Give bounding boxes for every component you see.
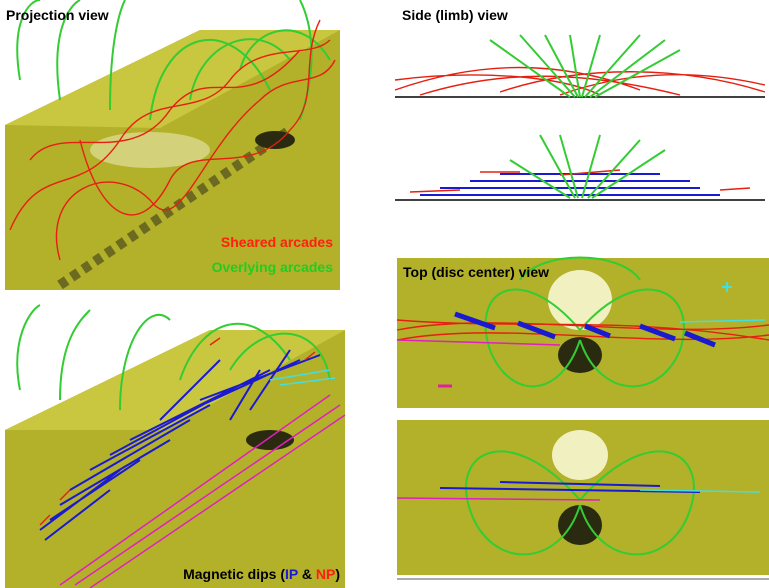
- spot: [552, 430, 608, 480]
- figure: Projection view Sheared arcades Overlyin…: [0, 0, 769, 588]
- dips-panel: Magnetic dips (IP & NP): [5, 305, 345, 588]
- panel-title: Projection view: [6, 7, 109, 23]
- spot: [558, 505, 602, 545]
- caption-part: IP: [285, 566, 298, 582]
- caption-part: Magnetic dips (: [183, 566, 285, 582]
- panel-title: Top (disc center) view: [403, 264, 549, 280]
- caption-part: NP: [316, 566, 335, 582]
- caption-part: ): [335, 566, 340, 582]
- caption-part: &: [298, 566, 316, 582]
- projection-panel: Projection view Sheared arcades Overlyin…: [5, 0, 340, 290]
- caption: Magnetic dips (IP & NP): [183, 566, 340, 582]
- legend-label: Sheared arcades: [221, 234, 333, 250]
- spot: [548, 270, 612, 330]
- spot: [255, 131, 295, 149]
- spot: [246, 430, 294, 450]
- top-panel: Top (disc center) view: [397, 258, 769, 580]
- side-panel: Side (limb) view: [395, 7, 765, 200]
- legend-label: Overlying arcades: [212, 259, 334, 275]
- panel-title: Side (limb) view: [402, 7, 508, 23]
